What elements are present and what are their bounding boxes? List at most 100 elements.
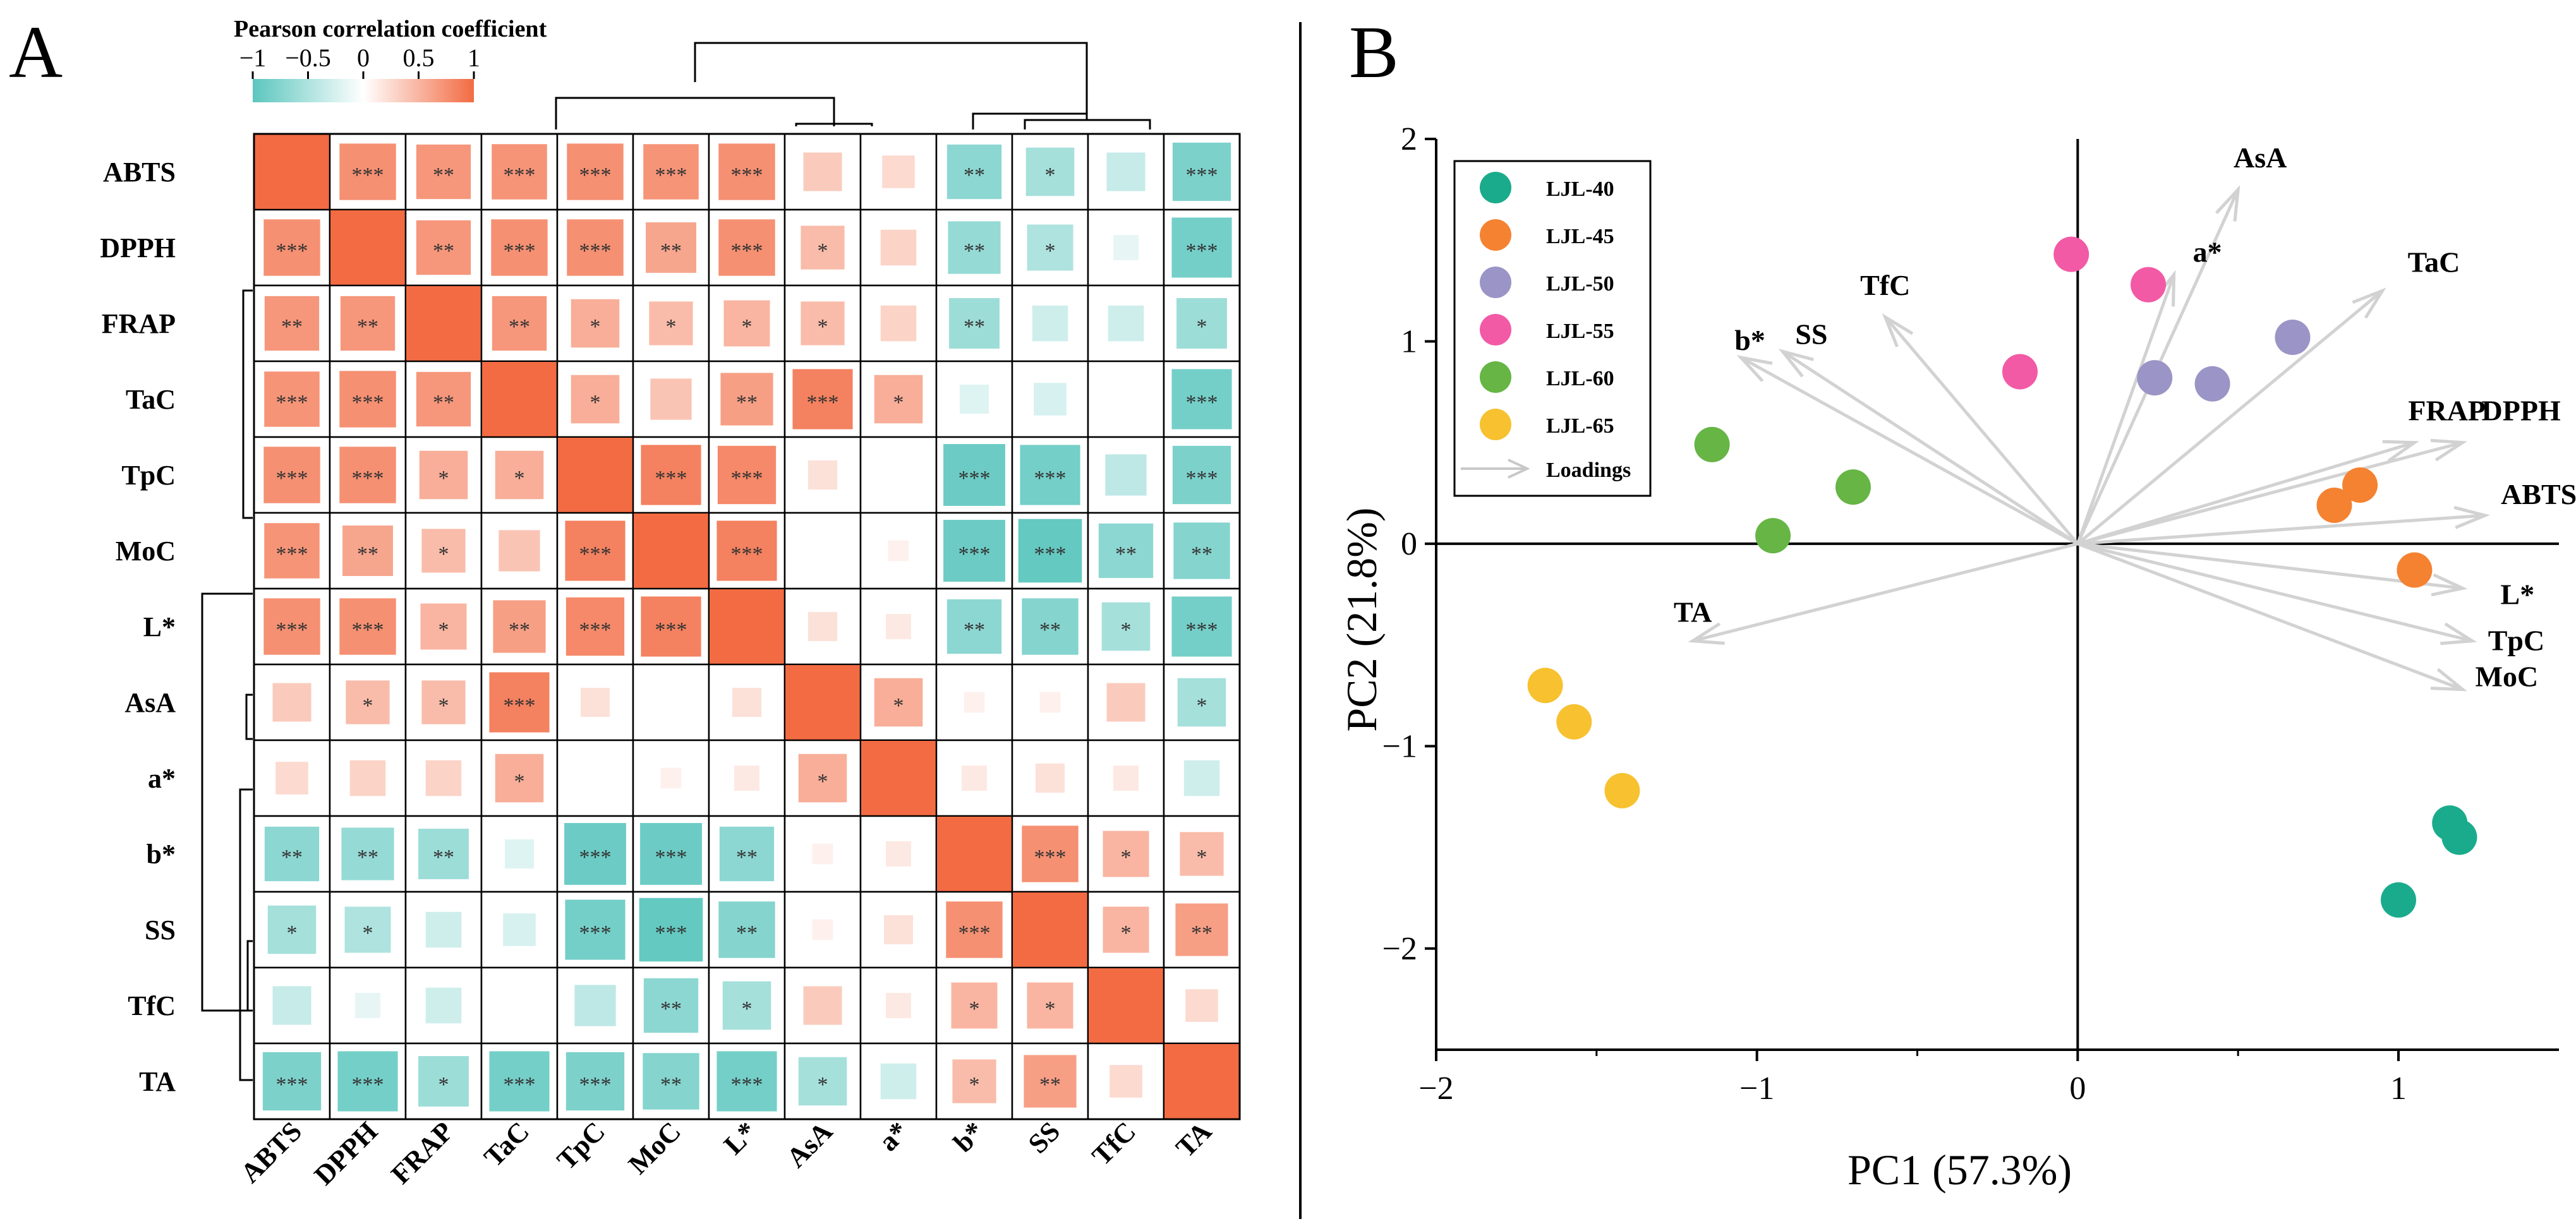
significance-label: * — [438, 467, 449, 490]
significance-label: ** — [736, 391, 758, 414]
significance-label: ** — [964, 239, 985, 263]
data-point — [2397, 552, 2433, 588]
heatmap-cell — [803, 152, 842, 191]
heatmap-cell — [565, 597, 625, 656]
row-dendrogram — [201, 289, 253, 1081]
heatmap-cell — [571, 375, 620, 424]
heatmap-cell — [1108, 305, 1144, 342]
heatmap-cell — [425, 987, 462, 1024]
significance-label: * — [818, 239, 828, 263]
heatmap-cell — [640, 823, 702, 885]
heatmap-cell — [643, 144, 699, 200]
significance-label: * — [893, 694, 904, 718]
heatmap-cell — [1103, 831, 1149, 877]
correlation-heatmap: Pearson correlation coefficient−1 −0.5 0 0.… — [100, 16, 1241, 1191]
heatmap-cell — [718, 219, 775, 276]
heatmap-cell — [946, 901, 1003, 958]
heatmap-cell — [421, 680, 466, 724]
heatmap-cell — [340, 296, 396, 351]
significance-label: *** — [1186, 467, 1218, 490]
heatmap-cell — [962, 766, 987, 791]
significance-label: * — [590, 391, 601, 414]
column-label: a* — [873, 1115, 914, 1157]
x-tick-label: 1 — [2390, 1071, 2407, 1107]
colorbar-title: Pearson correlation coefficient — [234, 16, 547, 42]
heatmap-cell-border — [632, 663, 710, 742]
column-label: ABTS — [234, 1115, 308, 1189]
loading-label: SS — [1795, 318, 1827, 350]
heatmap-cell — [264, 371, 320, 427]
significance-label: * — [893, 391, 904, 414]
significance-label: * — [818, 315, 828, 339]
row-label: TfC — [128, 990, 176, 1021]
significance-label: ** — [660, 997, 682, 1021]
significance-label: *** — [504, 239, 536, 263]
significance-label: * — [363, 694, 373, 718]
heatmap-cell — [1171, 217, 1232, 278]
dendrogram-branch — [201, 592, 253, 1012]
heatmap-cell — [1022, 826, 1079, 882]
heatmap-cell — [1032, 305, 1068, 342]
significance-label: *** — [352, 164, 384, 187]
significance-label: *** — [579, 618, 612, 642]
column-label: AsA — [780, 1115, 838, 1174]
heatmap-cell — [1103, 906, 1149, 953]
heatmap-cell — [718, 901, 775, 958]
heatmap-cell — [264, 296, 320, 351]
heatmap-cell — [943, 444, 1005, 506]
legend-label: LJL-65 — [1546, 414, 1614, 438]
significance-label: ** — [281, 315, 303, 339]
significance-label: * — [438, 694, 449, 718]
heatmap-cell — [567, 143, 624, 200]
heatmap-cell — [339, 598, 396, 655]
legend-label: LJL-40 — [1546, 177, 1614, 201]
significance-label: * — [363, 922, 373, 945]
loading-label: DPPH — [2482, 395, 2561, 427]
heatmap-cell — [489, 672, 550, 733]
loading-label: AsA — [2234, 141, 2287, 174]
panel-a-letter: A — [9, 11, 63, 93]
heatmap-frame — [253, 133, 1241, 1120]
heatmap-cell — [262, 1052, 322, 1111]
heatmap-cell — [491, 219, 548, 276]
loading-arrow — [2077, 542, 2477, 646]
significance-label: ** — [1191, 922, 1212, 945]
loading-label: TfC — [1860, 269, 1910, 301]
significance-label: * — [1121, 618, 1132, 642]
x-tick-label: −2 — [1418, 1071, 1453, 1107]
heatmap-cell — [1173, 522, 1230, 579]
data-point — [1527, 668, 1563, 704]
heatmap-cell — [492, 296, 547, 351]
data-point — [2002, 354, 2038, 390]
row-label: SS — [145, 915, 176, 946]
loading-arrow — [2076, 270, 2176, 544]
heatmap-cell — [272, 986, 311, 1025]
heatmap-cell — [1110, 1065, 1142, 1098]
heatmap-cell — [339, 143, 396, 200]
significance-label: * — [287, 922, 298, 945]
heatmap-cell — [812, 919, 833, 940]
heatmap-cell — [272, 683, 311, 722]
heatmap-cell — [1180, 832, 1224, 876]
significance-label: ** — [509, 618, 530, 642]
row-label: TpC — [121, 460, 176, 491]
heatmap-cell — [416, 220, 471, 275]
heatmap-cell — [1101, 602, 1151, 651]
heatmap-cell-border — [783, 587, 862, 666]
row-label: b* — [147, 839, 176, 870]
heatmap-cell — [634, 513, 708, 588]
heatmap-cell — [1018, 519, 1082, 583]
loading-arrow — [2077, 440, 2419, 546]
significance-label: * — [438, 1073, 449, 1096]
significance-label: ** — [509, 315, 530, 339]
significance-label: * — [742, 997, 753, 1021]
heatmap-cell — [499, 530, 540, 572]
significance-label: *** — [352, 391, 384, 414]
loading-label: b* — [1734, 324, 1765, 356]
heatmap-cell — [874, 375, 923, 424]
heatmap-cell — [1172, 445, 1231, 505]
row-label: ABTS — [103, 157, 176, 188]
loading-arrow — [1882, 313, 2079, 545]
dendrogram-branch — [972, 112, 1088, 129]
